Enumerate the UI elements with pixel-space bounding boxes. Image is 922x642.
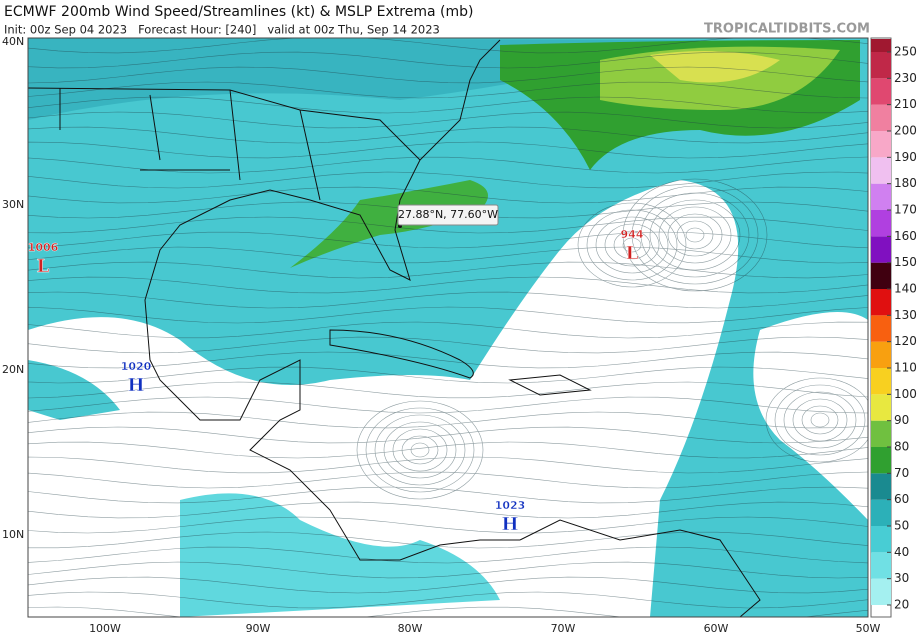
colorbar-segment xyxy=(871,473,891,500)
longitude-label: 100W xyxy=(89,622,121,635)
colorbar-label: 150 xyxy=(894,255,917,269)
site-credit: TROPICALTIDBITS.COM xyxy=(704,22,870,37)
longitude-label: 90W xyxy=(246,622,271,635)
pressure-symbol: H xyxy=(501,514,518,535)
colorbar-segment xyxy=(871,131,891,158)
calm-area xyxy=(753,312,868,520)
colorbar-label: 60 xyxy=(894,492,909,506)
colorbar-label: 110 xyxy=(894,361,917,375)
streamlines xyxy=(28,38,868,617)
colorbar-segment xyxy=(871,157,891,184)
longitude-label: 50W xyxy=(856,622,881,635)
colorbar-segment xyxy=(871,39,891,52)
latitude-label: 40N xyxy=(2,35,24,48)
colorbar-segment xyxy=(871,289,891,316)
colorbar-label: 200 xyxy=(894,124,917,138)
pressure-value: 944 xyxy=(621,228,644,241)
wind-field xyxy=(180,493,500,617)
latitude-label: 20N xyxy=(2,363,24,376)
colorbar-segment xyxy=(871,183,891,210)
pressure-symbol: L xyxy=(37,256,50,277)
colorbar-segment xyxy=(871,52,891,79)
colorbar-segment xyxy=(871,552,891,579)
colorbar-segment xyxy=(871,368,891,395)
colorbar-label: 30 xyxy=(894,571,909,585)
wind-field xyxy=(28,360,120,420)
latitude-label: 10N xyxy=(2,528,24,541)
colorbar: 20 30 40 50 60 70 80 90 100 110 120 130 140 150 160 170… xyxy=(870,37,917,618)
colorbar-segment xyxy=(871,315,891,342)
tooltip-box xyxy=(397,204,499,226)
map-frame xyxy=(27,37,869,618)
colorbar-segment xyxy=(871,578,891,605)
pressure-symbol: L xyxy=(626,243,639,264)
colorbar-label: 70 xyxy=(894,466,909,480)
overlay: 27.88°N, 77.60°W 1006 L 1020 H 944 L 1023 H xyxy=(27,204,644,535)
colorbar-label: 40 xyxy=(894,545,909,559)
tooltip: 27.88°N, 77.60°W xyxy=(398,208,498,221)
colorbar-segment xyxy=(871,526,891,553)
colorbar-label: 130 xyxy=(894,308,917,322)
colorbar-label: 100 xyxy=(894,387,917,401)
latitude-label: 30N xyxy=(2,198,24,211)
colorbar-segment xyxy=(871,394,891,421)
colorbar-label: 170 xyxy=(894,203,917,217)
longitude-label: 70W xyxy=(551,622,576,635)
colorbar-label: 190 xyxy=(894,150,917,164)
colorbar-label: 80 xyxy=(894,440,909,454)
pressure-value: 1006 xyxy=(28,241,59,254)
pressure-value: 1020 xyxy=(121,360,152,373)
colorbar-label: 90 xyxy=(894,413,909,427)
longitude-label: 80W xyxy=(398,622,423,635)
colorbar-segment xyxy=(871,341,891,368)
colorbar-label: 250 xyxy=(894,45,917,59)
colorbar-segment xyxy=(871,262,891,289)
colorbar-segment xyxy=(871,236,891,263)
colorbar-label: 20 xyxy=(894,598,909,612)
pressure-value: 1023 xyxy=(495,499,526,512)
map xyxy=(28,38,868,617)
colorbar-segment xyxy=(871,499,891,526)
colorbar-segment xyxy=(871,210,891,237)
colorbar-label: 120 xyxy=(894,334,917,348)
pressure-symbol: H xyxy=(127,375,144,396)
colorbar-label: 210 xyxy=(894,97,917,111)
colorbar-label: 50 xyxy=(894,519,909,533)
colorbar-label: 230 xyxy=(894,71,917,85)
longitude-label: 60W xyxy=(704,622,729,635)
colorbar-label: 160 xyxy=(894,229,917,243)
title: ECMWF 200mb Wind Speed/Streamlines (kt) … xyxy=(4,4,473,20)
colorbar-label: 140 xyxy=(894,282,917,296)
jet-core xyxy=(650,51,780,83)
jet-core xyxy=(290,180,488,268)
colorbar-label: 180 xyxy=(894,176,917,190)
colorbar-segment xyxy=(871,420,891,447)
coastlines xyxy=(28,39,761,617)
colorbar-segment xyxy=(871,78,891,105)
colorbar-segment xyxy=(871,447,891,474)
colorbar-segment xyxy=(871,104,891,131)
subtitle: Init: 00z Sep 04 2023 Forecast Hour: [24… xyxy=(4,23,440,37)
